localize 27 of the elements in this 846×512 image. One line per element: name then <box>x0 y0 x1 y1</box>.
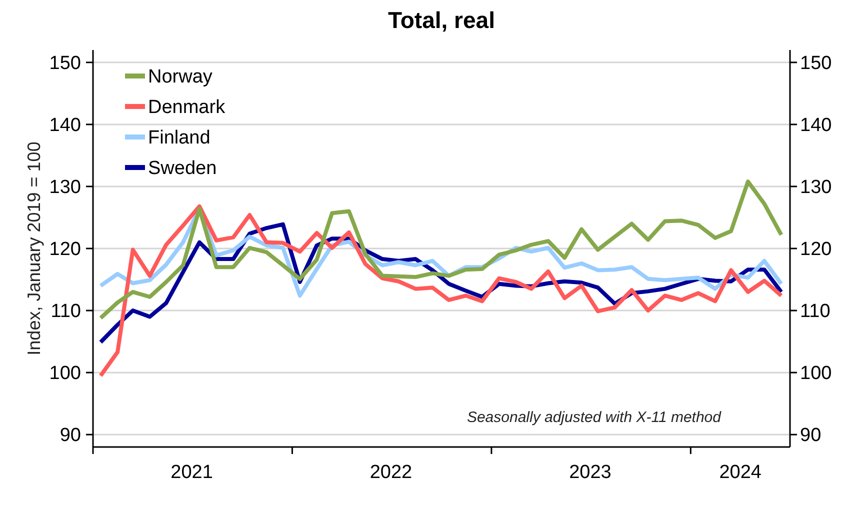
legend-label: Denmark <box>148 97 226 118</box>
x-tick-label: 2024 <box>719 462 762 483</box>
y-tick-label: 140 <box>49 115 81 136</box>
x-tick-label: 2021 <box>170 462 213 483</box>
y2-tick-label: 90 <box>800 425 822 446</box>
chart-title: Total, real <box>388 7 495 33</box>
x-tick-label: 2022 <box>370 462 412 483</box>
legend-label: Sweden <box>148 158 217 180</box>
x-tick-label: 2023 <box>569 462 612 483</box>
y-tick-label: 130 <box>49 177 81 198</box>
y-tick-label: 120 <box>49 239 81 260</box>
y2-tick-label: 150 <box>800 53 832 74</box>
line-series <box>98 204 784 378</box>
annotation: Seasonally adjusted with X-11 method <box>466 409 722 426</box>
y-tick-label: 110 <box>50 301 81 322</box>
legend-label: Norway <box>148 66 213 88</box>
y-tick-label: 100 <box>49 363 81 384</box>
y-tick-label: 90 <box>60 425 81 446</box>
y2-tick-label: 100 <box>800 363 832 384</box>
y-tick-label: 150 <box>49 53 81 74</box>
y2-tick-label: 110 <box>800 301 830 322</box>
legend-label: Finland <box>148 128 210 149</box>
y2-tick-label: 130 <box>800 177 832 198</box>
line-series <box>98 180 784 320</box>
y-axis-title: Index, January 2019 = 100 <box>24 142 44 356</box>
y2-tick-label: 140 <box>800 115 832 136</box>
y2-tick-label: 120 <box>800 239 832 260</box>
